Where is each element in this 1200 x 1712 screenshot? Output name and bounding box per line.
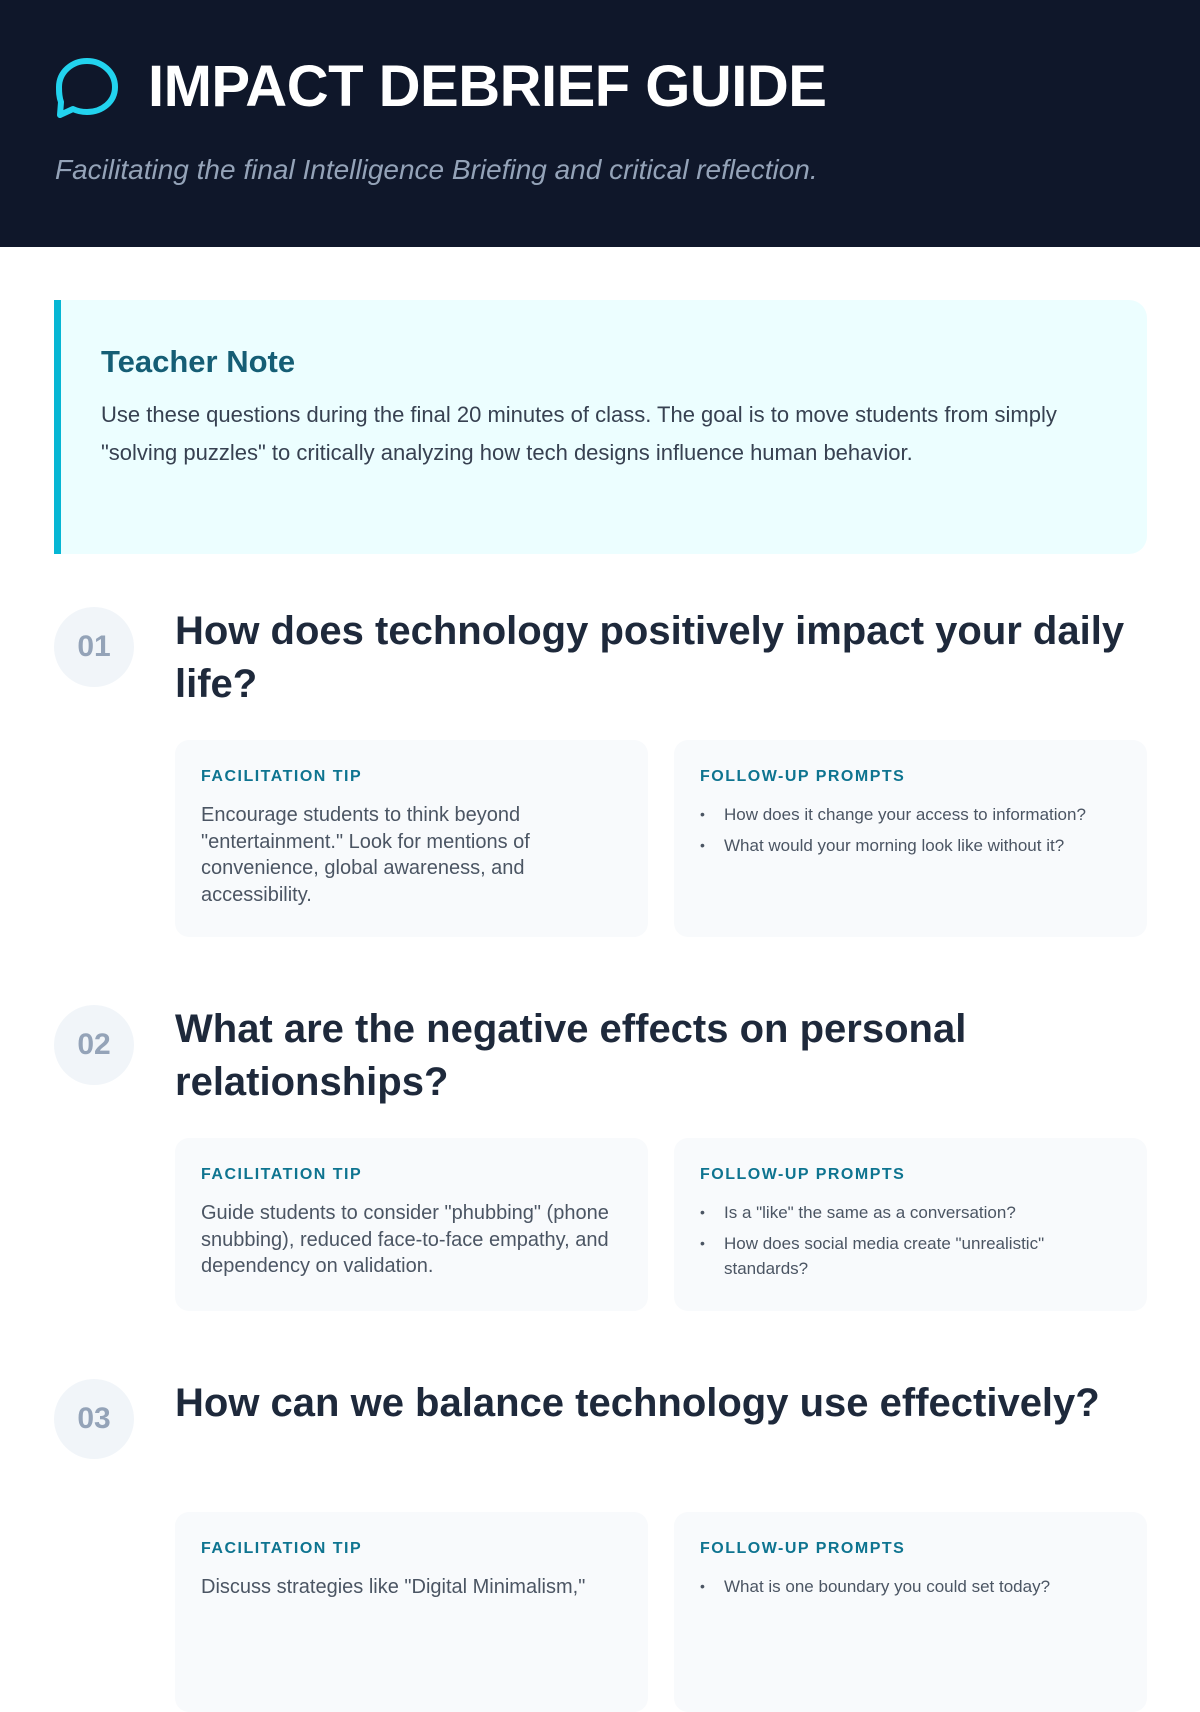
card-label: FACILITATION TIP	[201, 1166, 363, 1183]
facilitation-tip-card: FACILITATION TIP Discuss strategies like…	[175, 1512, 648, 1712]
card-label: FOLLOW-UP PROMPTS	[700, 1540, 906, 1557]
question-number: 02	[54, 1005, 134, 1085]
prompt-item: How does it change your access to inform…	[700, 802, 1121, 827]
teacher-note-title: Teacher Note	[101, 344, 296, 379]
header: IMPACT DEBRIEF GUIDE Facilitating the fi…	[0, 0, 1200, 247]
follow-up-prompts-card: FOLLOW-UP PROMPTS Is a "like" the same a…	[674, 1138, 1147, 1311]
teacher-note-body: Use these questions during the final 20 …	[101, 402, 1057, 465]
question-title: How can we balance technology use effect…	[175, 1381, 1100, 1425]
tip-text: Encourage students to think beyond "ente…	[201, 804, 530, 906]
prompt-item: What is one boundary you could set today…	[700, 1574, 1121, 1599]
page-subtitle: Facilitating the final Intelligence Brie…	[55, 154, 818, 185]
prompt-item: What would your morning look like withou…	[700, 833, 1121, 858]
card-label: FACILITATION TIP	[201, 768, 363, 785]
follow-up-prompts-card: FOLLOW-UP PROMPTS How does it change you…	[674, 740, 1147, 937]
facilitation-tip-card: FACILITATION TIP Guide students to consi…	[175, 1138, 648, 1311]
card-label: FOLLOW-UP PROMPTS	[700, 768, 906, 785]
card-label: FACILITATION TIP	[201, 1540, 363, 1557]
follow-up-prompts-card: FOLLOW-UP PROMPTS What is one boundary y…	[674, 1512, 1147, 1712]
teacher-note: Teacher Note Use these questions during …	[54, 300, 1147, 554]
question-title: How does technology positively impact yo…	[175, 609, 1125, 706]
question-title: What are the negative effects on persona…	[175, 1007, 967, 1104]
prompt-item: Is a "like" the same as a conversation?	[700, 1200, 1121, 1225]
question-number: 01	[54, 607, 134, 687]
tip-text: Guide students to consider "phubbing" (p…	[201, 1202, 609, 1277]
question-number: 03	[54, 1379, 134, 1459]
chat-bubble-icon	[56, 58, 118, 118]
tip-text: Discuss strategies like "Digital Minimal…	[201, 1576, 586, 1598]
prompt-item: How does social media create "unrealisti…	[700, 1231, 1121, 1281]
card-label: FOLLOW-UP PROMPTS	[700, 1166, 906, 1183]
page-title: IMPACT DEBRIEF GUIDE	[148, 54, 827, 119]
facilitation-tip-card: FACILITATION TIP Encourage students to t…	[175, 740, 648, 937]
